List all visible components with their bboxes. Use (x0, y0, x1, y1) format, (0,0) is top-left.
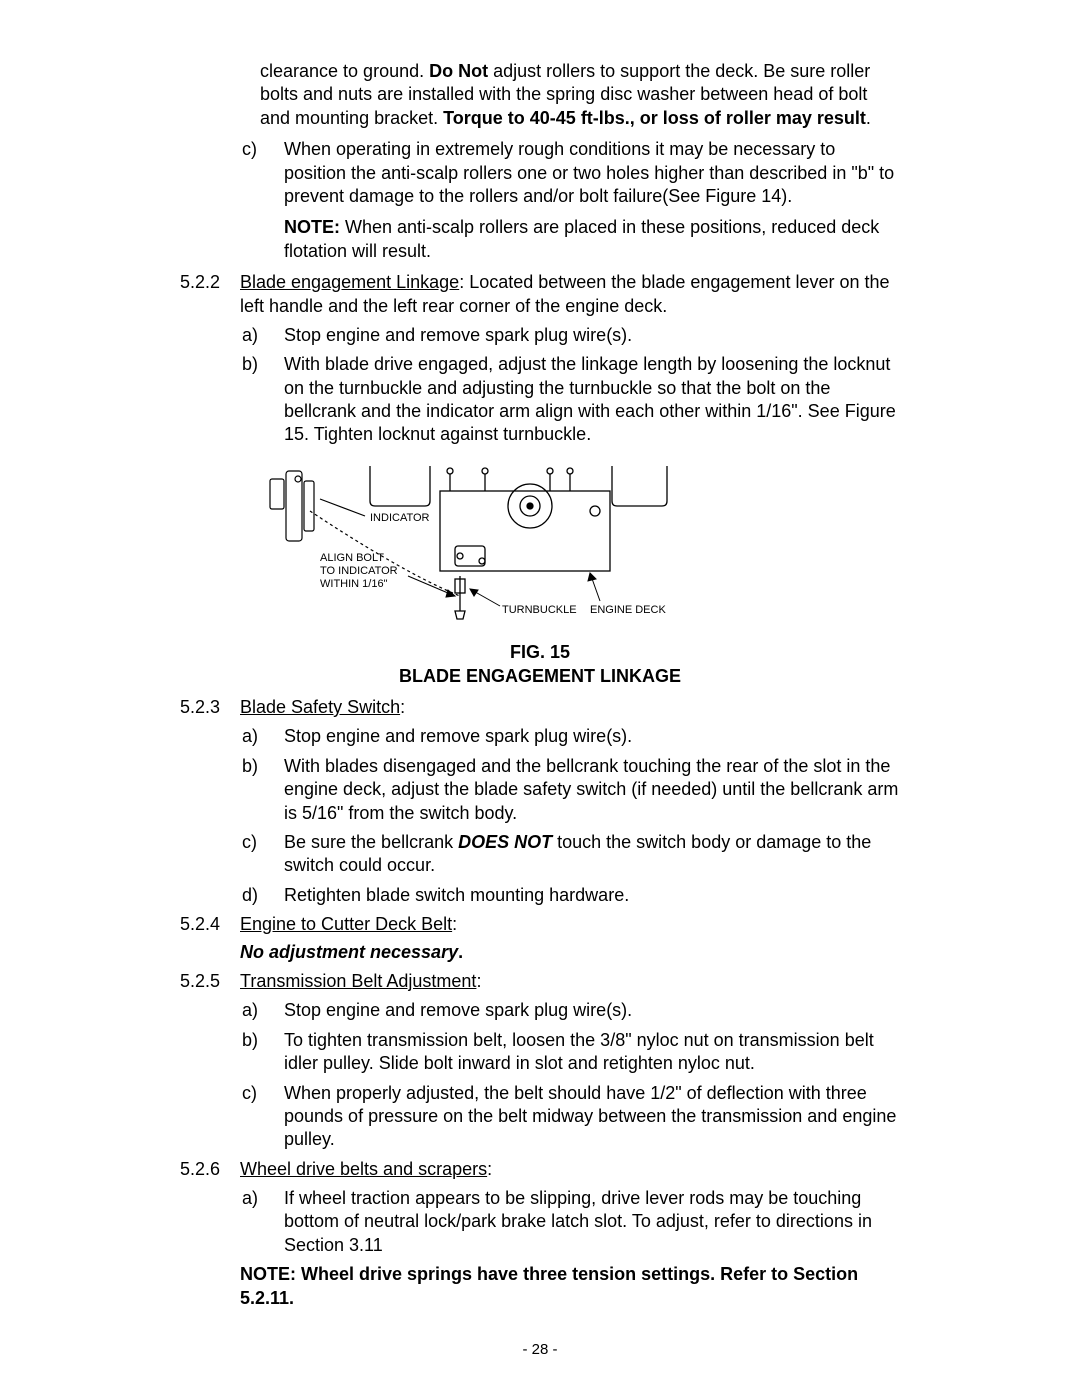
section-number: 5.2.6 (180, 1158, 240, 1181)
text: When operating in extremely rough condit… (284, 139, 894, 206)
list-item-a: a) Stop engine and remove spark plug wir… (240, 324, 900, 347)
list-body: Stop engine and remove spark plug wire(s… (284, 725, 900, 748)
list-item-a: a) Stop engine and remove spark plug wir… (240, 999, 900, 1022)
list-body: Stop engine and remove spark plug wire(s… (284, 324, 900, 347)
list-item-c: c) Be sure the bellcrank DOES NOT touch … (240, 831, 900, 878)
label-turnbuckle: TURNBUCKLE (502, 604, 577, 616)
list-item-c: c) When properly adjusted, the belt shou… (240, 1082, 900, 1152)
note: NOTE: When anti-scalp rollers are placed… (284, 216, 900, 263)
list-item-b: b) With blade drive engaged, adjust the … (240, 353, 900, 447)
section-body: Transmission Belt Adjustment: (240, 970, 900, 993)
list-letter: b) (240, 755, 284, 778)
section-number: 5.2.3 (180, 696, 240, 719)
section-title: Engine to Cutter Deck Belt (240, 914, 452, 934)
text: : (476, 971, 481, 991)
list-letter: c) (240, 138, 284, 161)
list-body: With blades disengaged and the bellcrank… (284, 755, 900, 825)
section-title: Blade engagement Linkage (240, 272, 459, 292)
text: . (866, 108, 871, 128)
section-number: 5.2.5 (180, 970, 240, 993)
do-not: Do Not (429, 61, 488, 81)
label-align-2: TO INDICATOR (320, 565, 398, 577)
list-item-b: b) To tighten transmission belt, loosen … (240, 1029, 900, 1076)
list-body: With blade drive engaged, adjust the lin… (284, 353, 900, 447)
list-item-c: c) When operating in extremely rough con… (240, 138, 900, 263)
text: Be sure the bellcrank (284, 832, 458, 852)
list-item-a: a) Stop engine and remove spark plug wir… (240, 725, 900, 748)
label-engine-deck: ENGINE DECK (590, 604, 666, 616)
section-title: Transmission Belt Adjustment (240, 971, 476, 991)
list-letter: d) (240, 884, 284, 907)
torque-warning: Torque to 40-45 ft-lbs., or loss of roll… (443, 108, 866, 128)
list-body: Retighten blade switch mounting hardware… (284, 884, 900, 907)
page: clearance to ground. Do Not adjust rolle… (0, 0, 1080, 1400)
list-letter: a) (240, 324, 284, 347)
list-letter: a) (240, 999, 284, 1022)
list-body: Stop engine and remove spark plug wire(s… (284, 999, 900, 1022)
label-align-1: ALIGN BOLT (320, 552, 384, 564)
list-body: When properly adjusted, the belt should … (284, 1082, 900, 1152)
note-body: When anti-scalp rollers are placed in th… (284, 217, 879, 260)
section-body: Blade engagement Linkage: Located betwee… (240, 271, 900, 318)
list-body: When operating in extremely rough condit… (284, 138, 900, 263)
list-body: Be sure the bellcrank DOES NOT touch the… (284, 831, 900, 878)
section-522: 5.2.2 Blade engagement Linkage: Located … (180, 271, 900, 318)
figure-number: FIG. 15 (180, 641, 900, 664)
list-item-a: a) If wheel traction appears to be slipp… (240, 1187, 900, 1257)
label-align-3: WITHIN 1/16" (320, 578, 388, 590)
label-indicator: INDICATOR (370, 512, 430, 524)
note-label: NOTE: (284, 217, 340, 237)
section-body: Blade Safety Switch: (240, 696, 900, 719)
figure-caption: FIG. 15 BLADE ENGAGEMENT LINKAGE (180, 641, 900, 688)
section-524: 5.2.4 Engine to Cutter Deck Belt: No adj… (180, 913, 900, 964)
section-title: Blade Safety Switch (240, 697, 400, 717)
page-number: - 28 - (180, 1340, 900, 1360)
section-526-note: NOTE: Wheel drive springs have three ten… (240, 1263, 900, 1310)
list-body: If wheel traction appears to be slipping… (284, 1187, 900, 1257)
no-adjustment: No adjustment necessary. (240, 941, 900, 964)
section-525: 5.2.5 Transmission Belt Adjustment: (180, 970, 900, 993)
does-not: DOES NOT (458, 832, 552, 852)
list-letter: c) (240, 831, 284, 854)
section-number: 5.2.2 (180, 271, 240, 294)
section-body: Engine to Cutter Deck Belt: No adjustmen… (240, 913, 900, 964)
text: : (487, 1159, 492, 1179)
figure-title: BLADE ENGAGEMENT LINKAGE (180, 665, 900, 688)
list-letter: a) (240, 725, 284, 748)
section-title: Wheel drive belts and scrapers (240, 1159, 487, 1179)
list-item-b: b) With blades disengaged and the bellcr… (240, 755, 900, 825)
figure-15: INDICATOR ALIGN BOLT TO INDICATOR WITHIN… (260, 461, 680, 627)
figure-svg: INDICATOR ALIGN BOLT TO INDICATOR WITHIN… (260, 461, 680, 621)
top-continuation: clearance to ground. Do Not adjust rolle… (260, 60, 900, 130)
text: : (452, 914, 457, 934)
section-body: Wheel drive belts and scrapers: (240, 1158, 900, 1181)
text: clearance to ground. (260, 61, 429, 81)
list-letter: a) (240, 1187, 284, 1210)
section-number: 5.2.4 (180, 913, 240, 936)
list-letter: b) (240, 353, 284, 376)
list-body: To tighten transmission belt, loosen the… (284, 1029, 900, 1076)
list-letter: b) (240, 1029, 284, 1052)
list-letter: c) (240, 1082, 284, 1105)
section-523: 5.2.3 Blade Safety Switch: (180, 696, 900, 719)
text: : (400, 697, 405, 717)
section-526: 5.2.6 Wheel drive belts and scrapers: (180, 1158, 900, 1181)
list-item-d: d) Retighten blade switch mounting hardw… (240, 884, 900, 907)
